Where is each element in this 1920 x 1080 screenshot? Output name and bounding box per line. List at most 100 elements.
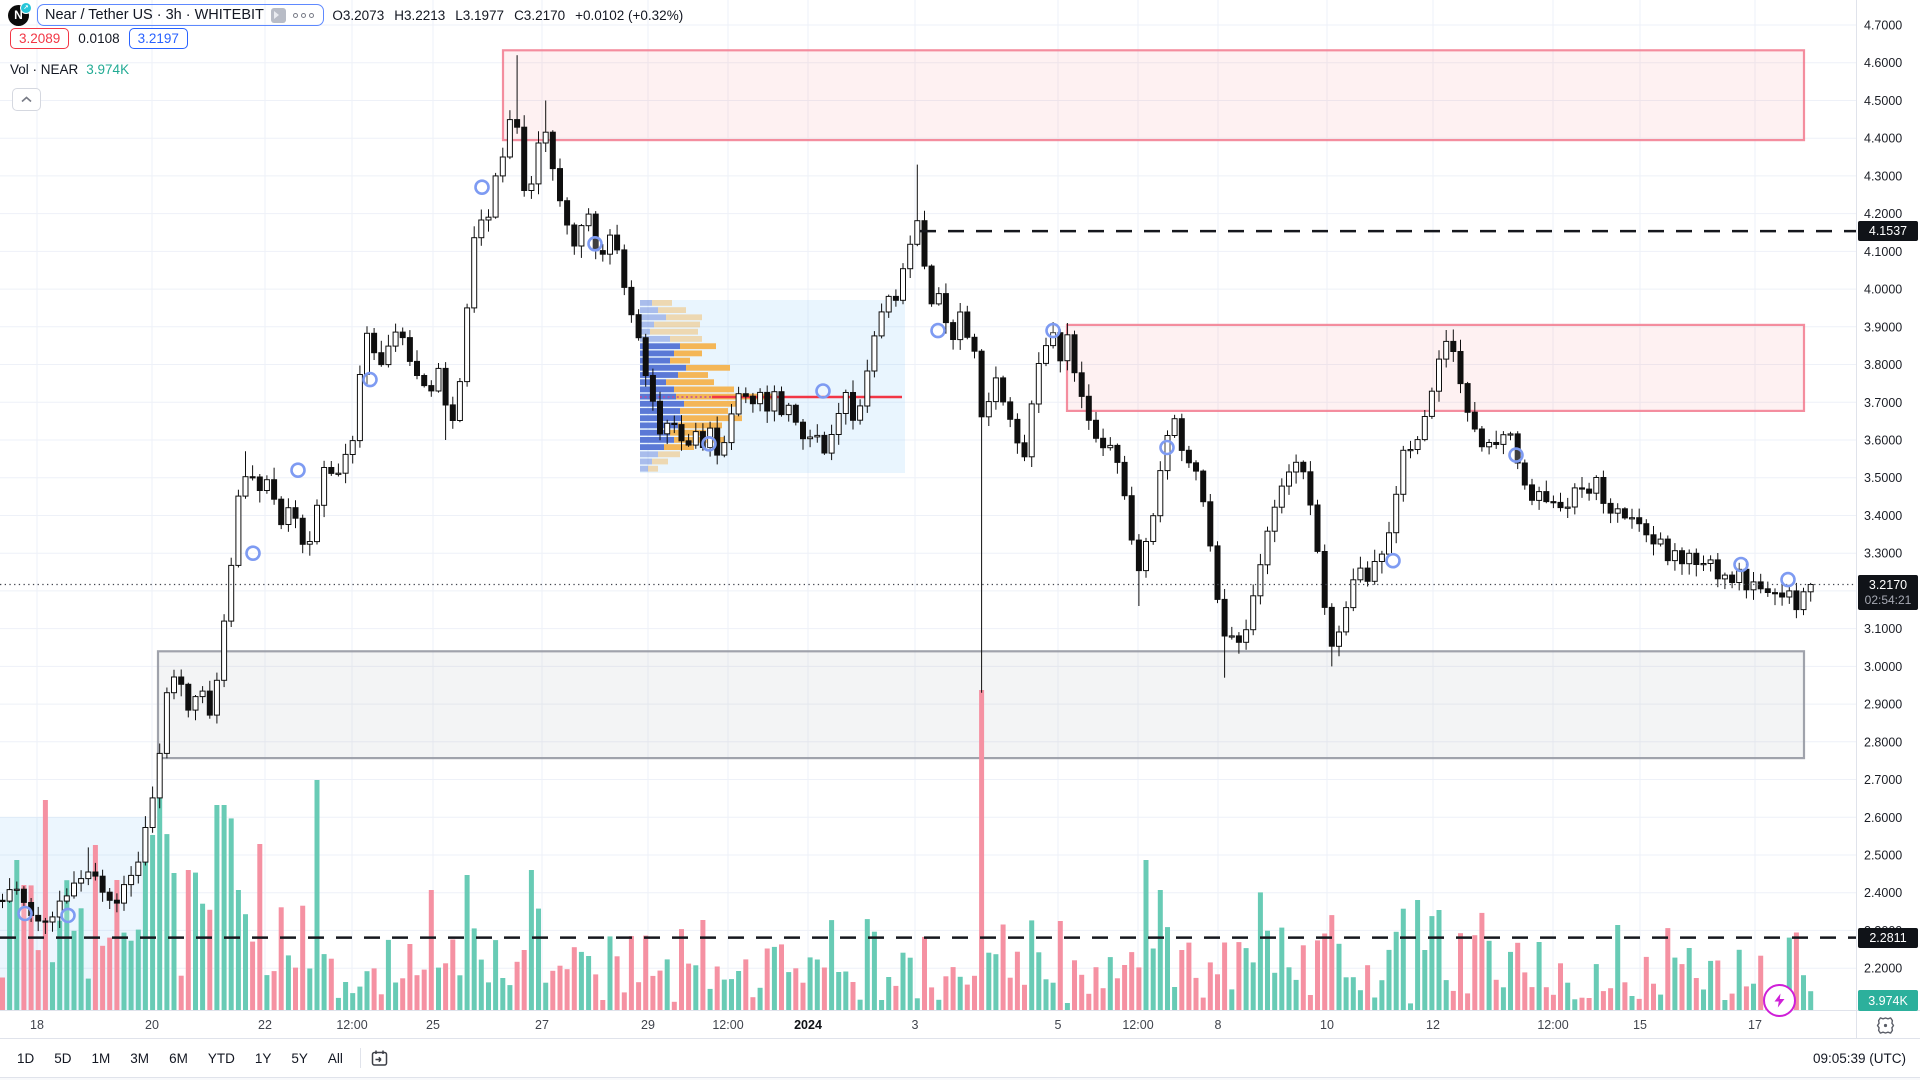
- supply-zone-2[interactable]: [1065, 323, 1806, 412]
- candle-body: [764, 391, 771, 412]
- candle-body: [1714, 559, 1721, 580]
- trade-marker[interactable]: [815, 383, 831, 399]
- candle-body: [1478, 428, 1485, 448]
- candle-body: [885, 295, 892, 313]
- range-button-1y[interactable]: 1Y: [254, 1050, 272, 1066]
- range-button-5d[interactable]: 5D: [54, 1050, 72, 1066]
- volume-bar: [1172, 987, 1178, 1010]
- volume-bar: [135, 929, 141, 1010]
- volume-bar: [1808, 991, 1814, 1010]
- trade-marker[interactable]: [60, 907, 76, 924]
- time-tick-label: 27: [535, 1018, 549, 1032]
- range-button-1m[interactable]: 1M: [91, 1050, 111, 1066]
- volume-bar: [871, 931, 877, 1010]
- trade-marker[interactable]: [1733, 556, 1749, 573]
- candle-body: [49, 916, 56, 923]
- volume-bar: [1429, 916, 1435, 1010]
- volume-bar: [1658, 994, 1664, 1010]
- volume-bar: [564, 969, 570, 1010]
- candle-body: [1550, 501, 1557, 504]
- candle-body: [807, 436, 814, 440]
- candle-body: [785, 404, 792, 416]
- candle-body: [335, 472, 342, 475]
- price-tick-label: 4.5000: [1864, 94, 1902, 108]
- time-axis[interactable]: [0, 1011, 1856, 1038]
- vp-sell-row: [670, 336, 702, 342]
- range-button-6m[interactable]: 6M: [169, 1050, 188, 1066]
- volume-bar: [743, 959, 749, 1010]
- candle-body: [1693, 552, 1700, 565]
- trade-marker[interactable]: [1045, 322, 1061, 339]
- volume-bar: [185, 870, 191, 1010]
- candle-body: [1764, 588, 1771, 593]
- range-button-all[interactable]: All: [327, 1050, 343, 1066]
- trade-marker[interactable]: [474, 179, 490, 195]
- candle-body: [1414, 439, 1421, 451]
- volume-bar: [142, 843, 148, 1010]
- trade-marker[interactable]: [930, 322, 946, 339]
- trade-marker[interactable]: [245, 545, 261, 562]
- volume-bar: [628, 936, 634, 1010]
- trade-marker[interactable]: [290, 462, 306, 479]
- vp-sell-row: [674, 437, 724, 443]
- gear-icon[interactable]: [1872, 1013, 1898, 1037]
- trade-marker[interactable]: [1159, 439, 1175, 456]
- buy-price-button[interactable]: 3.2197: [128, 28, 188, 49]
- volume-bar: [621, 992, 627, 1010]
- range-button-3m[interactable]: 3M: [130, 1050, 150, 1066]
- volume-bar: [1093, 967, 1099, 1010]
- vp-sell-row: [680, 408, 728, 414]
- time-tick-label: 2024: [794, 1018, 822, 1032]
- volume-bar: [1250, 962, 1256, 1010]
- volume-bar: [757, 987, 763, 1010]
- vp-buy-row: [640, 321, 654, 328]
- vp-sell-row: [664, 444, 694, 450]
- candlestick-chart-canvas[interactable]: 4.7000 4.6000 4.5000 4.4000 4.3000 4.2000 4.10…: [0, 0, 1920, 1038]
- candle-body: [492, 175, 499, 218]
- candle-body: [1636, 517, 1643, 525]
- volume-bar: [1543, 987, 1549, 1010]
- candle-body: [1314, 504, 1321, 552]
- symbol-title-box[interactable]: Near / Tether US · 3h · WHITEBIT: [37, 4, 325, 26]
- volume-bar: [1579, 997, 1585, 1010]
- trade-marker[interactable]: [17, 905, 33, 922]
- volume-bar: [721, 979, 727, 1010]
- candle-body: [1143, 541, 1149, 572]
- candle-body: [178, 676, 185, 685]
- session-clock[interactable]: 09:05:39 (UTC): [1812, 1050, 1906, 1066]
- candle-body: [535, 142, 542, 185]
- sell-price-button[interactable]: 3.2089: [10, 28, 70, 49]
- supply-zone-1[interactable]: [501, 49, 1806, 142]
- range-button-5y[interactable]: 5Y: [291, 1050, 308, 1066]
- volume-bar: [771, 946, 777, 1010]
- time-tick-label: 8: [1215, 1018, 1222, 1032]
- price-tick-label: 3.9000: [1864, 320, 1902, 334]
- trade-marker[interactable]: [1780, 571, 1796, 588]
- volume-bar: [879, 1000, 885, 1010]
- trade-marker[interactable]: [701, 435, 717, 452]
- volume-bar: [1357, 990, 1363, 1010]
- range-button-ytd[interactable]: YTD: [207, 1050, 235, 1066]
- trade-marker[interactable]: [1385, 552, 1401, 569]
- candle-body: [1071, 334, 1078, 374]
- candle-body: [1586, 488, 1593, 494]
- candle-body: [314, 504, 320, 543]
- go-to-date-button[interactable]: [369, 1049, 390, 1068]
- more-options-icon[interactable]: [292, 12, 315, 19]
- volume-bar: [378, 994, 384, 1010]
- volume-bar: [1157, 890, 1163, 1010]
- instant-trading-button[interactable]: [1763, 984, 1796, 1017]
- candle-body: [199, 690, 206, 698]
- range-button-1d[interactable]: 1D: [17, 1050, 35, 1066]
- vp-buy-row: [640, 372, 678, 378]
- collapse-legend-button[interactable]: [12, 88, 41, 111]
- trade-marker[interactable]: [362, 371, 378, 388]
- volume-bar: [1701, 989, 1706, 1010]
- trade-marker[interactable]: [587, 236, 603, 252]
- candle-body: [957, 311, 964, 341]
- price-tick-label: 3.7000: [1864, 396, 1902, 410]
- vp-sell-row: [670, 429, 706, 436]
- trade-marker[interactable]: [1508, 447, 1524, 463]
- candle-body: [464, 307, 471, 383]
- price-axis[interactable]: [1856, 0, 1920, 1010]
